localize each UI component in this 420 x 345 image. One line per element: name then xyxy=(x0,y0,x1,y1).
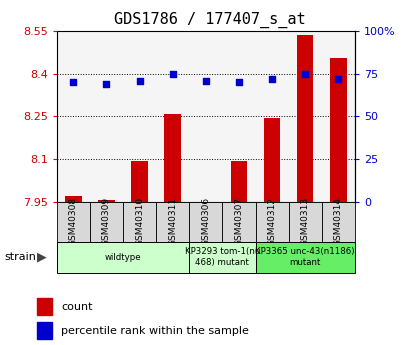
Text: GSM40313: GSM40313 xyxy=(301,197,310,246)
Text: GSM40306: GSM40306 xyxy=(201,197,210,246)
Bar xyxy=(65,196,81,202)
Bar xyxy=(197,202,214,203)
Bar xyxy=(98,200,115,202)
Text: percentile rank within the sample: percentile rank within the sample xyxy=(61,326,249,336)
Text: wildtype: wildtype xyxy=(105,253,141,262)
Bar xyxy=(231,160,247,202)
Text: GSM40308: GSM40308 xyxy=(69,197,78,246)
Text: strain: strain xyxy=(4,252,36,262)
Point xyxy=(169,71,176,77)
Bar xyxy=(264,118,281,202)
Text: GSM40309: GSM40309 xyxy=(102,197,111,246)
FancyBboxPatch shape xyxy=(289,202,322,242)
Point xyxy=(136,78,143,83)
Text: GSM40307: GSM40307 xyxy=(234,197,244,246)
Bar xyxy=(131,160,148,202)
Text: GSM40310: GSM40310 xyxy=(135,197,144,246)
FancyBboxPatch shape xyxy=(222,202,255,242)
Point xyxy=(70,80,76,85)
Bar xyxy=(164,114,181,202)
Point xyxy=(302,71,309,77)
Text: KP3293 tom-1(nu
468) mutant: KP3293 tom-1(nu 468) mutant xyxy=(185,247,260,267)
Text: count: count xyxy=(61,302,93,312)
Text: GSM40312: GSM40312 xyxy=(268,197,276,246)
Bar xyxy=(37,298,52,315)
FancyBboxPatch shape xyxy=(255,202,289,242)
Bar xyxy=(37,322,52,339)
Point xyxy=(236,80,242,85)
Bar xyxy=(297,35,313,202)
FancyBboxPatch shape xyxy=(57,241,189,273)
Point xyxy=(103,81,110,87)
Bar xyxy=(330,58,346,202)
FancyBboxPatch shape xyxy=(255,241,355,273)
Point xyxy=(335,76,342,82)
Text: GSM40314: GSM40314 xyxy=(334,197,343,246)
FancyBboxPatch shape xyxy=(189,202,222,242)
FancyBboxPatch shape xyxy=(123,202,156,242)
FancyBboxPatch shape xyxy=(156,202,189,242)
Text: GDS1786 / 177407_s_at: GDS1786 / 177407_s_at xyxy=(114,12,306,28)
Text: GSM40311: GSM40311 xyxy=(168,197,177,246)
FancyBboxPatch shape xyxy=(322,202,355,242)
FancyBboxPatch shape xyxy=(57,202,90,242)
FancyBboxPatch shape xyxy=(189,241,255,273)
Point xyxy=(202,78,209,83)
Text: KP3365 unc-43(n1186)
mutant: KP3365 unc-43(n1186) mutant xyxy=(255,247,355,267)
Text: ▶: ▶ xyxy=(37,250,47,264)
Point xyxy=(269,76,276,82)
FancyBboxPatch shape xyxy=(90,202,123,242)
